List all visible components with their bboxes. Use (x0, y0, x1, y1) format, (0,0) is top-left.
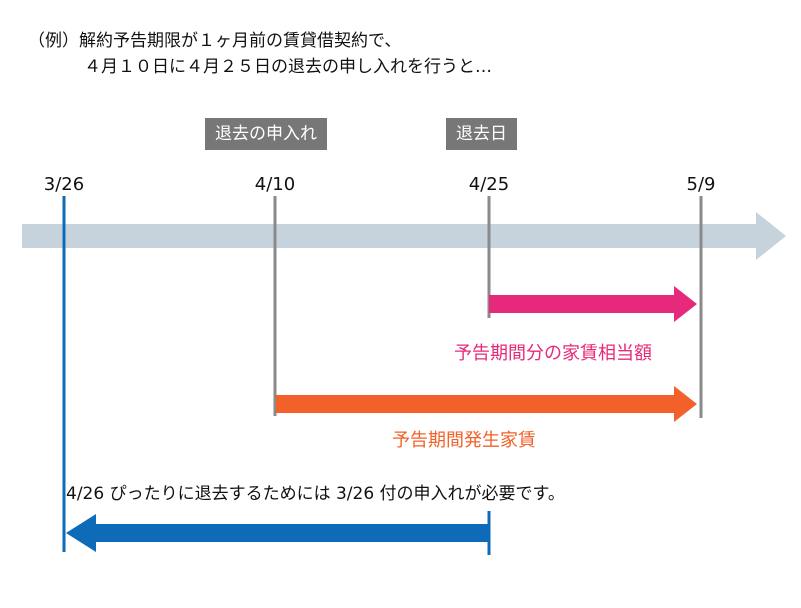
intro-line-1: （例）解約予告期限が１ヶ月前の賃貸借契約で、 (28, 31, 402, 51)
timeline-arrow (22, 212, 786, 260)
caption-pink: 予告期間分の家賃相当額 (454, 343, 652, 364)
date-label-3-26: 3/26 (43, 174, 85, 195)
pink-arrow (489, 286, 697, 322)
tag-moveout: 退去日 (446, 118, 517, 150)
date-label-4-25: 4/25 (468, 174, 510, 195)
date-label-4-10: 4/10 (254, 174, 296, 195)
caption-orange: 予告期間発生家賃 (392, 430, 536, 451)
intro-line-2: ４月１０日に４月２５日の退去の申し入れを行うと… (84, 57, 492, 77)
orange-arrow (276, 386, 697, 422)
tag-request: 退去の申入れ (205, 118, 327, 150)
note-text: 4/26 ぴったりに退去するためには 3/26 付の申入れが必要です。 (66, 484, 565, 504)
date-label-5-9: 5/9 (686, 174, 716, 195)
blue-arrow (66, 514, 489, 552)
